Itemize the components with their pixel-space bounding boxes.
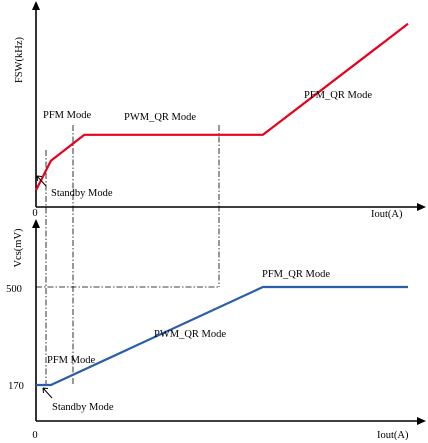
frequency-chart: FSW(kHz) Iout(A) 0 PFM Mode PWM_QR Mode …: [14, 1, 426, 220]
top-y-arrow: [32, 1, 40, 10]
vcs-series-line: [36, 285, 408, 387]
top-x-axis-label: Iout(A): [371, 209, 403, 220]
annotation-standby-mode-bottom: Standby Mode: [52, 402, 114, 413]
bottom-x-axis-label: Iout(A): [377, 430, 409, 441]
annotation-pwm-qr-mode: PWM_QR Mode: [124, 112, 196, 123]
annotation-standby-mode: Standby Mode: [51, 188, 113, 199]
annotation-pwm-qr-mode-bottom: PWM_QR Mode: [154, 329, 226, 340]
annotation-pfm-mode: PFM Mode: [43, 110, 91, 121]
annotation-pfm-qr-mode-bottom: PFM_QR Mode: [262, 269, 330, 280]
annotation-pfm-qr-mode: PFM_QR Mode: [304, 90, 372, 101]
y-tick-label-500: 500: [6, 284, 22, 295]
standby-pointer-top: [36, 175, 47, 187]
bottom-x-arrow: [417, 417, 426, 425]
top-origin-label: 0: [32, 208, 37, 219]
vcs-chart: Vcs(mV) Iout(A) 0 500 170 PFM_QR Mode PW…: [6, 219, 426, 441]
annotation-pfm-mode-bottom: PFM Mode: [47, 355, 95, 366]
bottom-y-arrow: [32, 219, 40, 228]
y-tick-label-170: 170: [8, 381, 24, 392]
top-y-axis-label: FSW(kHz): [14, 36, 25, 83]
bottom-origin-label: 0: [32, 430, 37, 441]
top-x-arrow: [417, 203, 426, 211]
frequency-series-line: [35, 22, 409, 191]
bottom-y-axis-label: Vcs(mV): [13, 228, 24, 268]
standby-pointer-bottom: [42, 387, 53, 399]
